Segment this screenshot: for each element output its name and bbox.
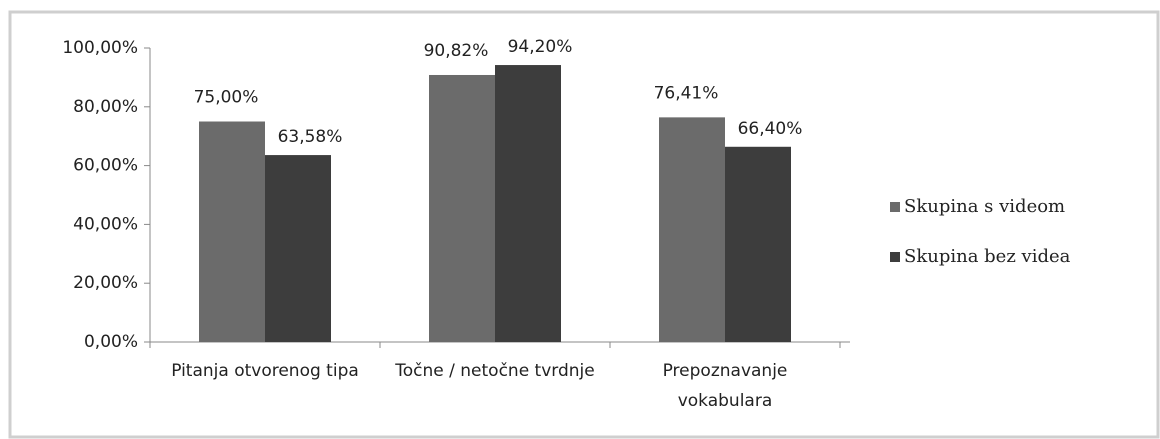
- bar: [429, 74, 495, 342]
- value-label: 76,41%: [654, 83, 719, 103]
- value-label: 63,58%: [278, 127, 343, 147]
- legend-text: Skupina s videom: [904, 196, 1065, 217]
- y-tick-label: 40,00%: [73, 214, 138, 234]
- legend-marker: [890, 252, 900, 262]
- bar: [495, 65, 561, 342]
- bar: [199, 121, 265, 342]
- y-tick-label: 0,00%: [84, 332, 138, 352]
- value-label: 94,20%: [508, 37, 573, 57]
- y-tick-label: 80,00%: [73, 97, 138, 117]
- x-tick-label: Prepoznavanje vokabulara: [662, 361, 788, 411]
- y-tick-label: 100,00%: [62, 38, 138, 58]
- y-tick-label: 60,00%: [73, 156, 138, 176]
- x-tick-label: Točne / netočne tvrdnje: [395, 361, 595, 381]
- y-tick-label: 20,00%: [73, 273, 138, 293]
- bar: [725, 146, 791, 342]
- chart-frame: [8, 10, 1160, 439]
- value-label: 75,00%: [194, 88, 259, 108]
- value-label: 66,40%: [738, 119, 803, 139]
- x-tick-label: Pitanja otvorenog tipa: [171, 361, 359, 381]
- legend-marker: [890, 202, 900, 212]
- legend-text: Skupina bez videa: [904, 246, 1071, 267]
- bar: [265, 155, 331, 342]
- bar: [659, 117, 725, 342]
- value-label: 90,82%: [424, 41, 489, 61]
